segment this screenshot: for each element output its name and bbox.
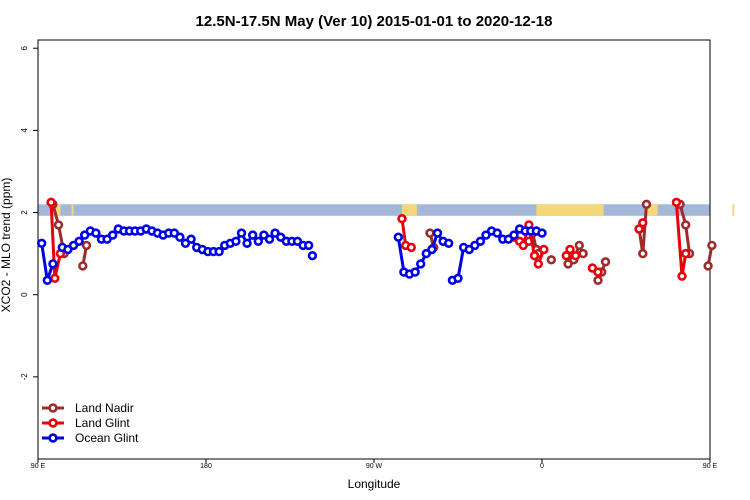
data-point (416, 259, 426, 269)
data-point (638, 218, 648, 228)
land-band-segment (646, 204, 658, 216)
data-point (453, 273, 463, 283)
data-point (50, 273, 60, 283)
y-axis: -2 0 2 4 6 (20, 45, 38, 380)
data-point (53, 220, 64, 230)
data-point (539, 244, 549, 255)
data-point (186, 234, 196, 244)
legend-item: Ocean Glint (42, 431, 139, 445)
data-point (74, 236, 84, 247)
data-point (509, 230, 519, 240)
y-tick-label: 0 (20, 292, 29, 297)
data-point (304, 240, 314, 251)
x-tick-label: 90 E (703, 463, 718, 470)
y-tick-label: 2 (20, 210, 29, 215)
x-tick-label: 0 (540, 463, 544, 470)
data-point (546, 255, 556, 265)
legend-swatch-point (48, 403, 58, 413)
y-tick-label: -2 (20, 373, 29, 381)
x-tick-label: 180 (200, 463, 212, 470)
data-point (264, 234, 275, 244)
land-band-segment (402, 204, 417, 216)
data-point (236, 228, 247, 238)
data-point (36, 238, 47, 249)
ocean-band (38, 204, 710, 216)
data-point (707, 240, 717, 251)
y-tick-label: 6 (20, 45, 29, 50)
land-band-segment (732, 204, 735, 216)
data-point (578, 248, 588, 259)
x-axis: 90 E 180 90 W 0 90 E (31, 459, 718, 470)
data-point (638, 248, 648, 259)
series-ocean-glint (36, 224, 547, 285)
data-point (432, 228, 443, 238)
data-point (48, 259, 58, 269)
data-point (78, 261, 88, 271)
data-point (425, 228, 435, 238)
data-point (214, 246, 224, 257)
legend-label: Land Nadir (75, 401, 134, 415)
data-point (253, 236, 263, 247)
data-point (475, 236, 486, 247)
legend-label: Ocean Glint (75, 431, 139, 445)
data-point (231, 236, 241, 247)
x-tick-label: 90 E (31, 463, 46, 470)
data-point (427, 244, 437, 255)
data-point (492, 228, 502, 238)
data-point (641, 199, 652, 210)
series-layer (36, 197, 717, 285)
data-point (307, 251, 318, 261)
data-point (81, 240, 92, 251)
data-point (533, 259, 543, 269)
data-point (593, 267, 603, 277)
data-point (570, 251, 581, 261)
data-point (42, 275, 52, 285)
legend-item: Land Glint (42, 416, 130, 430)
data-point (680, 248, 691, 259)
data-point (680, 220, 691, 230)
plot-frame (37, 39, 711, 460)
data-point (242, 238, 252, 249)
legend-item: Land Nadir (42, 401, 134, 415)
data-point (593, 275, 603, 285)
y-tick-label: 4 (20, 128, 29, 133)
land-band-segment (536, 204, 604, 216)
land-ocean-band (38, 204, 735, 216)
data-point (175, 232, 185, 242)
x-axis-label: Longitude (348, 477, 401, 491)
y-axis-label: XCO2 - MLO trend (ppm) (0, 178, 13, 313)
data-point (107, 230, 118, 240)
data-point (91, 228, 101, 238)
data-point (537, 228, 547, 238)
land-band-segment (71, 204, 74, 216)
data-point (600, 257, 611, 267)
chart-title: 12.5N-17.5N May (Ver 10) 2015-01-01 to 2… (196, 13, 553, 30)
data-point (46, 197, 56, 208)
data-point (703, 261, 713, 271)
data-point (410, 267, 420, 277)
data-point (529, 251, 540, 261)
data-point (248, 230, 258, 240)
data-point (397, 214, 407, 224)
data-point (518, 240, 528, 251)
data-point (444, 238, 454, 249)
legend-swatch-point (48, 418, 58, 428)
x-tick-label: 90 W (366, 463, 383, 470)
data-point (393, 232, 403, 242)
data-point (565, 244, 575, 255)
data-point (406, 242, 416, 253)
data-point (671, 197, 682, 208)
legend-swatch-point (48, 433, 58, 443)
data-point (574, 240, 584, 251)
legend-label: Land Glint (75, 416, 130, 430)
data-point (677, 271, 687, 281)
